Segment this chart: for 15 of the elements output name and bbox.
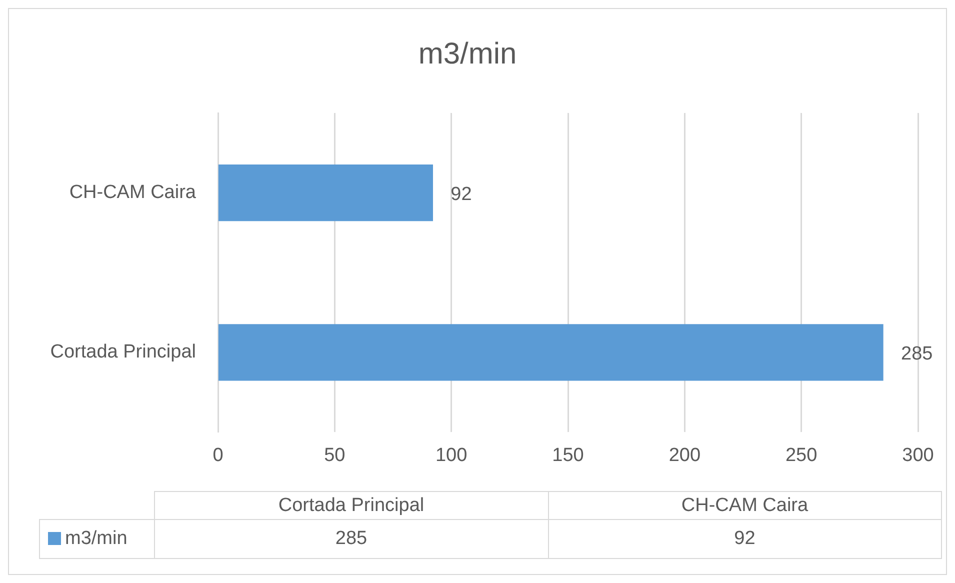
chart-title: m3/min — [418, 37, 517, 70]
text: 285 — [154, 520, 548, 558]
x-tick-label: 50 — [324, 444, 346, 466]
text: 92 — [548, 520, 942, 558]
x-tick-label: 0 — [212, 444, 224, 466]
legend-label: m3/min — [65, 528, 128, 549]
x-tick-label: 250 — [785, 444, 818, 466]
x-tick-label: 200 — [668, 444, 701, 466]
x-tick-label: 300 — [902, 444, 934, 466]
x-tick-label: 150 — [552, 444, 584, 466]
category-label: CH-CAM Caira — [681, 494, 808, 516]
x-tick-label: 100 — [435, 444, 468, 466]
category-label: Cortada Principal — [278, 494, 424, 516]
data-label: 92 — [450, 184, 472, 206]
data-label: 285 — [901, 344, 933, 365]
